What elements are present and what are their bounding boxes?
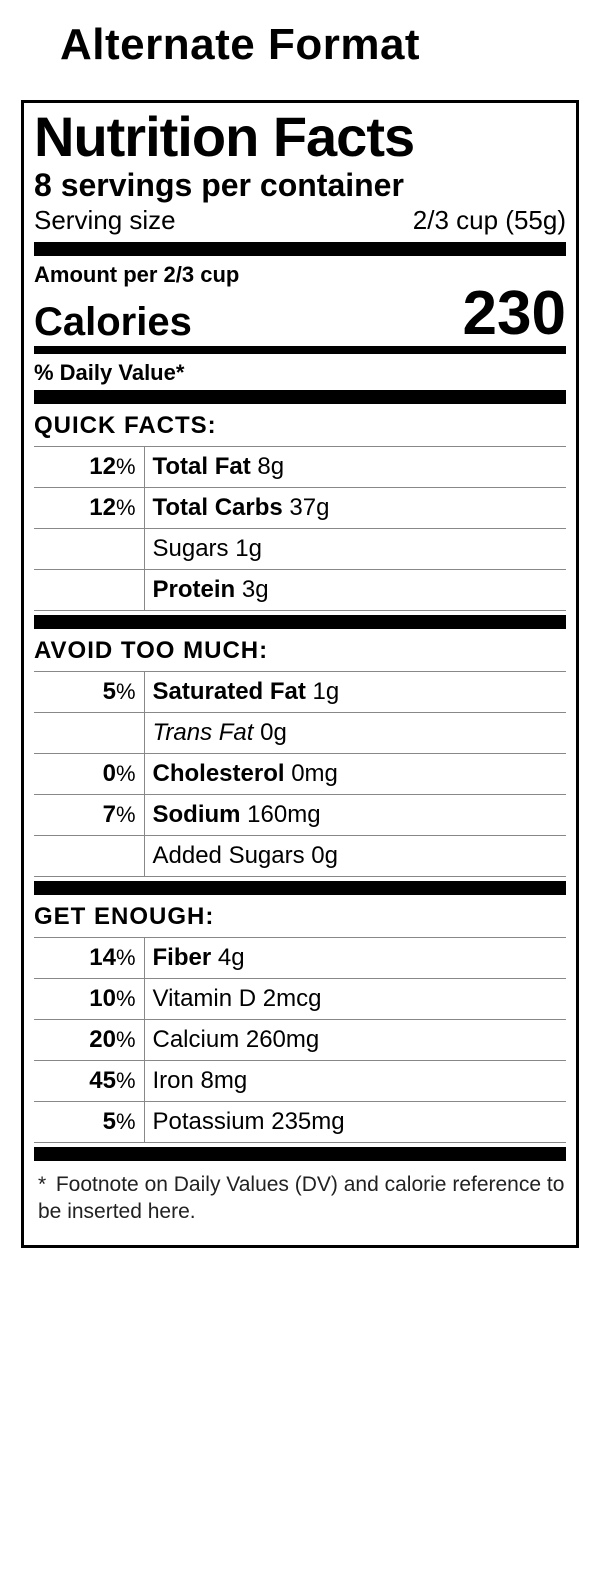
nutrient-cell: Protein 3g — [144, 569, 566, 610]
nutrient-cell: Potassium 235mg — [144, 1101, 566, 1142]
serving-size-label: Serving size — [34, 205, 176, 236]
calories-value: 230 — [463, 286, 566, 342]
footnote: * Footnote on Daily Values (DV) and calo… — [34, 1171, 566, 1226]
nutrient-cell: Added Sugars 0g — [144, 835, 566, 876]
nutrient-cell: Total Carbs 37g — [144, 487, 566, 528]
avoid-table: 5%Saturated Fat 1gTrans Fat 0g0%Choleste… — [34, 671, 566, 877]
nutrient-pct: 0% — [34, 753, 144, 794]
serving-size-row: Serving size 2/3 cup (55g) — [34, 205, 566, 236]
section-heading-get-enough: GET ENOUGH: — [34, 903, 566, 931]
nutrient-pct: 12% — [34, 446, 144, 487]
nutrient-row: Added Sugars 0g — [34, 835, 566, 876]
nutrient-cell: Cholesterol 0mg — [144, 753, 566, 794]
footnote-text: Footnote on Daily Values (DV) and calori… — [38, 1173, 564, 1223]
nutrition-facts-title: Nutrition Facts — [34, 109, 566, 165]
servings-per-container: 8 servings per container — [34, 169, 566, 201]
rule-thick — [34, 390, 566, 404]
nutrient-cell: Iron 8mg — [144, 1060, 566, 1101]
serving-size-value: 2/3 cup (55g) — [413, 205, 566, 236]
rule-thick — [34, 881, 566, 895]
rule-thick — [34, 615, 566, 629]
nutrient-pct: 10% — [34, 978, 144, 1019]
nutrient-pct — [34, 528, 144, 569]
nutrient-cell: Vitamin D 2mcg — [144, 978, 566, 1019]
nutrient-pct: 45% — [34, 1060, 144, 1101]
daily-value-label: % Daily Value* — [34, 360, 566, 386]
nutrition-facts-label: Nutrition Facts 8 servings per container… — [21, 100, 579, 1248]
nutrient-cell: Fiber 4g — [144, 937, 566, 978]
footnote-asterisk: * — [38, 1171, 50, 1198]
nutrient-row: Protein 3g — [34, 569, 566, 610]
section-heading-quick-facts: QUICK FACTS: — [34, 412, 566, 440]
nutrient-row: 10%Vitamin D 2mcg — [34, 978, 566, 1019]
nutrient-row: 5%Potassium 235mg — [34, 1101, 566, 1142]
calories-label: Calories — [34, 302, 192, 342]
nutrient-row: 5%Saturated Fat 1g — [34, 671, 566, 712]
rule-thick — [34, 242, 566, 256]
nutrient-pct: 14% — [34, 937, 144, 978]
nutrient-row: 0%Cholesterol 0mg — [34, 753, 566, 794]
nutrient-pct: 12% — [34, 487, 144, 528]
get-enough-table: 14%Fiber 4g10%Vitamin D 2mcg20%Calcium 2… — [34, 937, 566, 1143]
calories-row: Calories 230 — [34, 286, 566, 342]
nutrient-row: 14%Fiber 4g — [34, 937, 566, 978]
nutrient-pct: 20% — [34, 1019, 144, 1060]
nutrient-pct — [34, 569, 144, 610]
nutrient-row: 7%Sodium 160mg — [34, 794, 566, 835]
section-heading-avoid: AVOID TOO MUCH: — [34, 637, 566, 665]
page-title: Alternate Format — [20, 20, 580, 70]
nutrient-pct — [34, 835, 144, 876]
nutrient-row: Sugars 1g — [34, 528, 566, 569]
quick-facts-table: 12%Total Fat 8g12%Total Carbs 37gSugars … — [34, 446, 566, 611]
nutrient-pct: 5% — [34, 671, 144, 712]
nutrient-pct: 7% — [34, 794, 144, 835]
nutrient-row: 12%Total Carbs 37g — [34, 487, 566, 528]
rule-thick — [34, 1147, 566, 1161]
nutrient-row: 12%Total Fat 8g — [34, 446, 566, 487]
nutrient-cell: Total Fat 8g — [144, 446, 566, 487]
nutrient-pct — [34, 712, 144, 753]
nutrient-row: Trans Fat 0g — [34, 712, 566, 753]
nutrient-cell: Sodium 160mg — [144, 794, 566, 835]
nutrient-cell: Saturated Fat 1g — [144, 671, 566, 712]
nutrient-cell: Calcium 260mg — [144, 1019, 566, 1060]
nutrient-pct: 5% — [34, 1101, 144, 1142]
nutrient-row: 20%Calcium 260mg — [34, 1019, 566, 1060]
nutrient-row: 45%Iron 8mg — [34, 1060, 566, 1101]
nutrient-cell: Trans Fat 0g — [144, 712, 566, 753]
nutrient-cell: Sugars 1g — [144, 528, 566, 569]
